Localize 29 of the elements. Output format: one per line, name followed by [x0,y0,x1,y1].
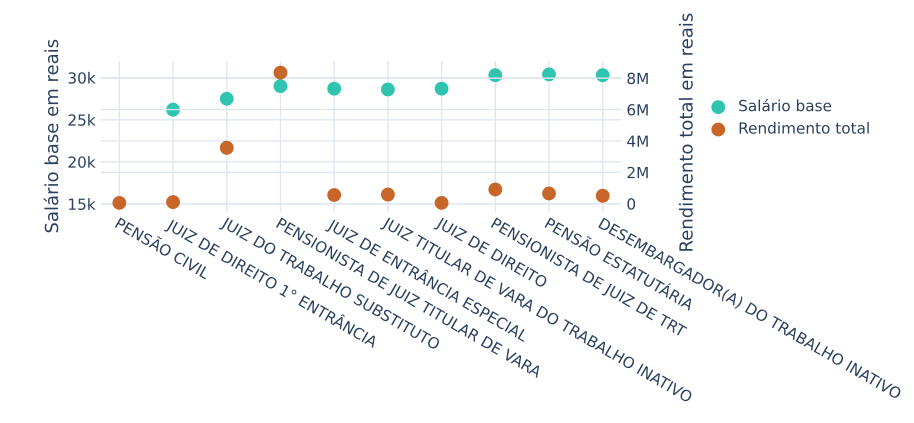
point [380,82,395,96]
y-tick-label: 15k [69,198,96,210]
point [274,66,288,80]
y-tick-label: 25k [68,114,96,126]
y-tick-label: 30k [68,72,96,84]
y2-tick-label: 2M [628,166,648,178]
point [166,102,180,117]
legend-label: Salário base [739,98,832,112]
y2-tick-label: 0 [627,198,636,210]
point [274,79,288,94]
legend-label: Rendimento total [740,122,869,134]
point [112,196,126,210]
point [434,196,448,210]
y2-tick-label: 6M [627,104,648,116]
point [488,182,502,196]
y-axis-title: Salário base em reais [44,40,58,232]
point [327,82,342,96]
point [542,67,556,82]
point [380,188,395,202]
point [596,188,610,203]
y2-tick-label: 8M [627,72,648,84]
point [434,82,448,96]
point [166,195,180,209]
point [220,140,234,155]
point [327,188,342,202]
point [220,92,234,106]
y-tick-label: 20k [68,156,96,168]
point [542,186,556,200]
y2-tick-label: 4M [627,136,648,147]
